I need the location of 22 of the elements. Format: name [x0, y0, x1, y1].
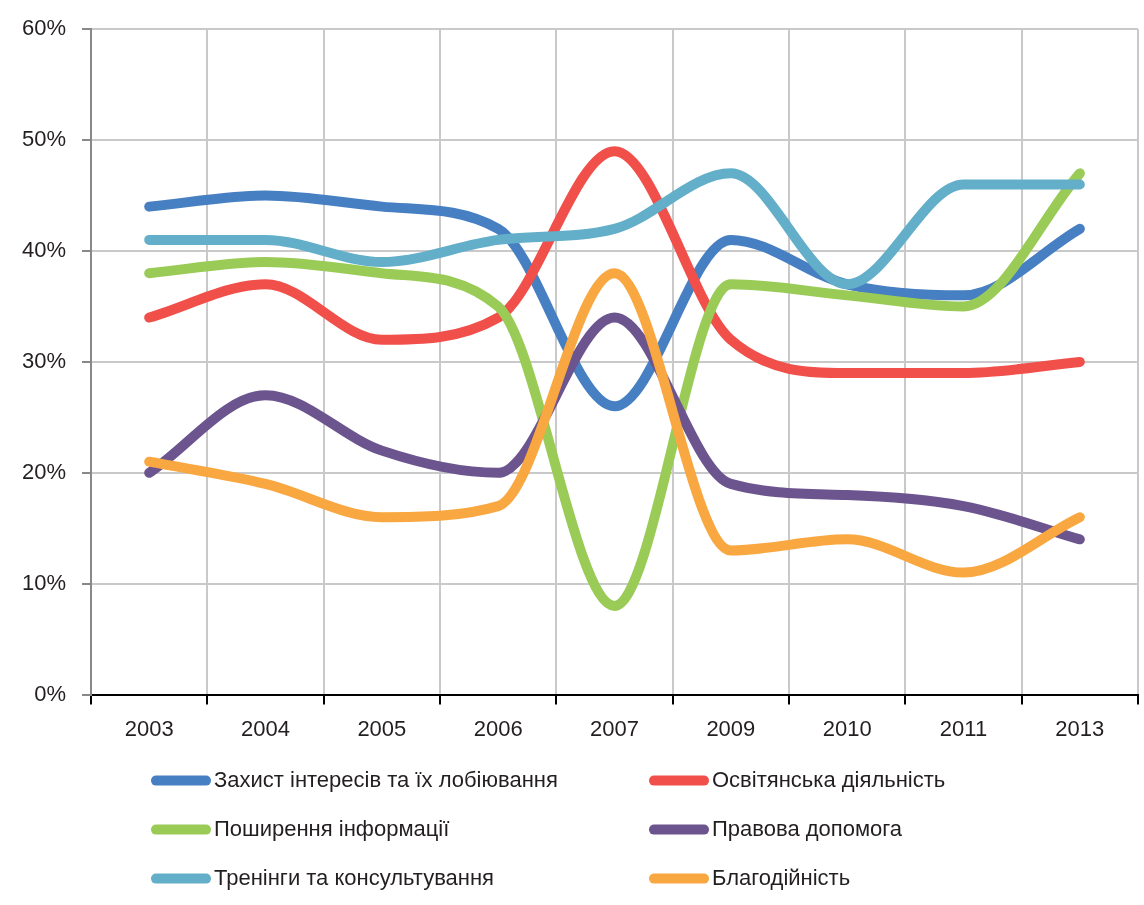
- x-tick-label: 2009: [706, 715, 756, 741]
- y-tick-label: 10%: [21, 569, 67, 595]
- y-tick-label: 50%: [21, 126, 67, 152]
- legend-label: Поширення інформації: [214, 815, 450, 841]
- x-tick-label: 2011: [939, 715, 988, 741]
- x-tick-label: 2003: [124, 715, 174, 741]
- legend-label: Тренінги та консультування: [214, 864, 495, 890]
- x-tick-label: 2013: [1055, 715, 1105, 741]
- y-tick-label: 40%: [21, 237, 67, 263]
- y-tick-label: 20%: [21, 458, 67, 484]
- y-tick-label: 0%: [34, 680, 67, 706]
- legend-label: Правова допомога: [712, 815, 903, 841]
- legend-label: Освітянська діяльність: [712, 766, 946, 792]
- legend-label: Захист інтересів та їх лобіювання: [214, 766, 558, 792]
- y-tick-label: 60%: [21, 15, 67, 41]
- x-tick-label: 2007: [590, 715, 639, 741]
- x-tick-label: 2004: [241, 715, 290, 741]
- x-tick-label: 2010: [822, 715, 872, 741]
- x-tick-label: 2005: [357, 715, 407, 741]
- y-tick-label: 30%: [21, 347, 67, 373]
- x-tick-label: 2006: [473, 715, 523, 741]
- legend-label: Благодійність: [712, 864, 851, 890]
